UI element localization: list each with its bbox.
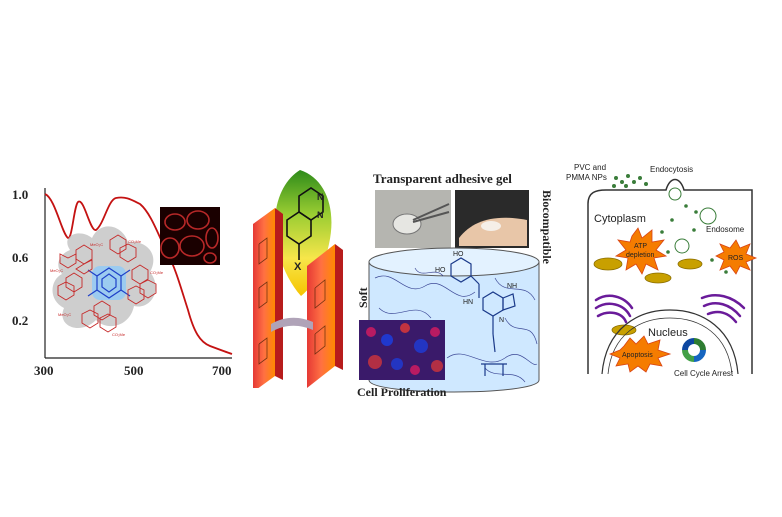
cell-panel: PVC and PMMA NPs Endocytosis Cytoplasm E… [566, 160, 766, 380]
mol-hn: HN [463, 299, 473, 306]
cell-cycle-ring [682, 338, 706, 362]
x-tick-label: 500 [124, 363, 144, 378]
svg-text:CO₂Me: CO₂Me [112, 332, 126, 337]
tweezer-panel: X N N [245, 148, 355, 388]
mitochondrion [644, 272, 672, 284]
guest-atom: N [317, 192, 324, 202]
ros-burst [715, 239, 758, 275]
mol-ho-top: HO [453, 251, 464, 258]
side-label-biocompatible: Biocompatible [540, 190, 554, 265]
atp-label: depletion [626, 252, 655, 259]
endocytic-vesicle [668, 187, 682, 201]
cell-cycle-label: Cell Cycle Arrest [674, 369, 734, 378]
np-label: PMMA NPs [566, 173, 607, 182]
ros-label: ROS [728, 255, 744, 262]
forceps [412, 203, 450, 221]
absorption-curve [44, 193, 233, 355]
methoxy-labels: MeO₂C CO₂Me CO₂Me MeO₂C CO₂Me MeO₂C [50, 239, 164, 337]
atp-label: ATP [634, 243, 647, 250]
right-tweezer-edge [335, 244, 343, 370]
mol-n: N [499, 317, 504, 324]
x-tick-label: 700 [212, 363, 232, 378]
np-label: PVC and [574, 163, 606, 172]
dopamine-adenine [450, 257, 516, 376]
mol-ho-left: HO [435, 267, 446, 274]
svg-text:CO₂Me: CO₂Me [150, 270, 164, 275]
svg-text:CO₂Me: CO₂Me [128, 239, 142, 244]
gel-patch [481, 221, 501, 231]
wall-skeleton [258, 237, 326, 365]
cell-proliferation-label: Cell Proliferation [357, 385, 447, 399]
core-highlight [92, 266, 126, 300]
y-tick-label: 1.0 [12, 187, 28, 202]
nucleus-envelope [601, 309, 739, 375]
gel-panel: Transparent adhesive gel [355, 168, 560, 400]
y-tick-label: 0.6 [12, 250, 29, 265]
guest-atom: X [294, 261, 302, 273]
left-tweezer-edge [275, 208, 283, 380]
forceps [412, 211, 450, 223]
cell-membrane [587, 178, 753, 374]
tweezer-hinge [271, 317, 313, 332]
nucleus-inner [607, 317, 733, 375]
apoptosis-label: Apoptosis [622, 352, 653, 359]
svg-text:MeO₂C: MeO₂C [58, 312, 71, 317]
side-label-soft: Soft [356, 287, 370, 308]
endosome [699, 207, 717, 225]
svg-text:MeO₂C: MeO₂C [90, 242, 103, 247]
svg-text:MeO₂C: MeO₂C [50, 268, 63, 273]
right-tweezer-wall [307, 244, 335, 388]
endocytosis-label: Endocytosis [650, 165, 693, 174]
cytoplasm-label: Cytoplasm [594, 213, 646, 225]
pyrene-arms [57, 234, 157, 333]
guest-atom: N [317, 210, 324, 220]
endosome-label: Endosome [706, 225, 745, 234]
mol-nh2: NH [507, 283, 517, 290]
x-tick-label: 300 [34, 363, 54, 378]
gel-drop [392, 213, 422, 235]
skin-arm [459, 217, 527, 246]
nucleus-label: Nucleus [648, 327, 688, 339]
guest-molecule [286, 187, 324, 260]
golgi-apparatus [594, 294, 746, 324]
stained-cells [366, 323, 443, 375]
apoptosis-burst [608, 335, 672, 373]
mitochondrion [677, 258, 703, 270]
left-tweezer-wall [253, 208, 275, 388]
atp-depletion-burst [614, 227, 668, 275]
y-tick-label: 0.2 [12, 313, 28, 328]
gel-title: Transparent adhesive gel [373, 171, 512, 186]
porphyrin-core [87, 267, 131, 299]
endosome [674, 238, 690, 254]
inset-cells [160, 210, 219, 264]
spectrum-panel: 1.0 0.6 0.2 300 500 700 [0, 150, 250, 390]
mitochondrion [593, 257, 623, 271]
